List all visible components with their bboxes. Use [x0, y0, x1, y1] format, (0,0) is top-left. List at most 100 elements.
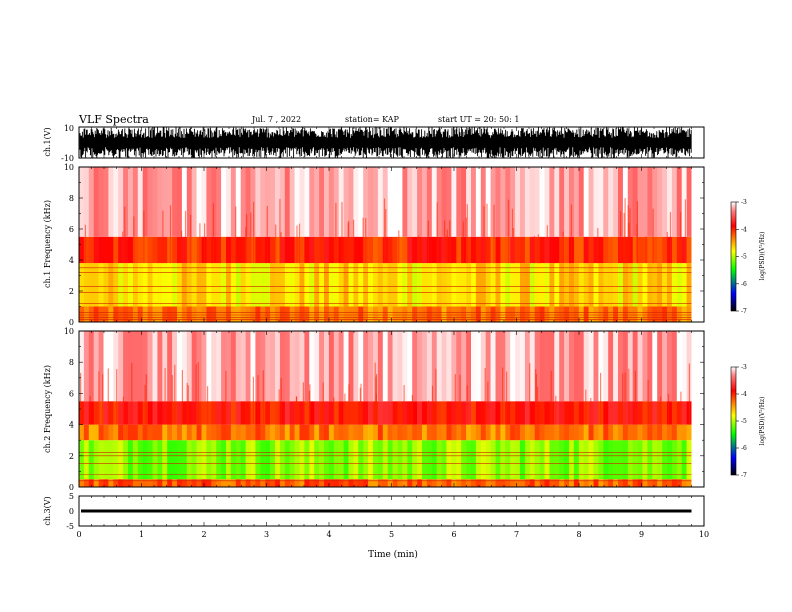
spectrogram-cell [495, 424, 501, 441]
spectrogram-cell [652, 479, 658, 487]
spectrogram-burst [360, 383, 362, 425]
spectrogram-cell [657, 424, 663, 441]
spectrogram-cell [324, 440, 330, 480]
spectrogram-cell [83, 424, 90, 441]
spectrogram-cell [613, 263, 619, 307]
spectrogram-cell [221, 236, 227, 264]
spectrogram-cell [319, 167, 325, 237]
spectrogram-cell [147, 424, 153, 441]
spectrogram-cell [402, 424, 408, 441]
spectrogram-cell [142, 263, 148, 307]
spectrogram-cell [642, 331, 648, 402]
y-tick-label: 2 [69, 452, 74, 461]
spectrogram-cell [98, 167, 104, 237]
spectrogram-cell [613, 424, 619, 441]
spectrogram-cell [338, 440, 344, 480]
spectrogram-cell [108, 401, 114, 425]
spectrogram-cell [583, 424, 589, 441]
spectrogram-cell [578, 424, 584, 441]
spectrogram-cell [328, 263, 335, 307]
spectrogram-burst [186, 382, 188, 425]
spectrogram-cell [368, 236, 374, 264]
spectrogram-cell [578, 479, 584, 487]
spectrogram-cell [431, 167, 437, 237]
spectrogram-cell [613, 440, 619, 480]
spectrogram-cell [397, 401, 403, 425]
spectrogram-cell [363, 424, 369, 441]
spectrogram-cell [466, 424, 472, 441]
spectrogram-cell [284, 263, 290, 307]
spectrogram-cell [480, 331, 486, 402]
spectrogram-cell [397, 479, 403, 487]
spectrogram-cell [426, 479, 433, 487]
spectrogram-cell [480, 424, 486, 441]
spectrogram-cell [270, 440, 276, 480]
spectrogram-cell [632, 440, 638, 480]
spectrogram-cell [569, 306, 575, 322]
spectrogram-burst [296, 225, 298, 264]
spectrogram-cell [407, 331, 413, 402]
spectrogram-burst [466, 204, 468, 264]
spectrogram-cell [549, 306, 555, 322]
spectrogram-cell [632, 331, 638, 402]
spectrogram-cell [652, 424, 658, 441]
spectrogram-cell [613, 401, 619, 425]
spectrogram-cell [515, 167, 521, 237]
spectrogram-cell [598, 236, 604, 264]
spectrogram-burst [624, 198, 626, 264]
spectrogram-cell [412, 401, 418, 425]
spectrogram-cell [79, 424, 85, 441]
spectrogram-cell [343, 306, 349, 322]
spectrogram-burst [529, 363, 531, 425]
spectrogram-cell [667, 167, 673, 237]
ch2-spectrogram-panel: 0 2 4 6 8 10 ch.2 Frequency (kHz) [43, 327, 705, 492]
spectrogram-cell [260, 440, 266, 480]
spectrogram-burst [250, 212, 252, 264]
spectrogram-burst [122, 396, 124, 425]
spectrogram-cell [172, 306, 178, 322]
spectrogram-cell [559, 331, 565, 402]
spectrogram-cell [559, 401, 565, 425]
spectrogram-cell [289, 236, 295, 264]
spectrogram-cell [480, 479, 486, 487]
spectrogram-cell [309, 401, 315, 425]
spectrogram-cell [593, 424, 599, 441]
spectrogram-cell [671, 236, 678, 264]
spectrogram-cell [123, 479, 129, 487]
spectrogram-cell [475, 401, 482, 425]
no-data-gap [691, 167, 704, 322]
spectrogram-burst [107, 368, 109, 425]
spectrogram-cell [422, 401, 428, 425]
spectrogram-cell [358, 306, 364, 322]
spectrogram-cell [167, 424, 173, 441]
spectrogram-cell [539, 236, 545, 264]
spectrogram-cell [524, 479, 531, 487]
spectrogram-cell [186, 263, 192, 307]
spectrogram-cell [265, 401, 271, 425]
spectrogram-burst [454, 374, 456, 425]
ch2-spectrogram-image [79, 331, 704, 487]
spectrogram-cell [618, 167, 624, 237]
spectrogram-cell [201, 331, 207, 402]
spectrogram-cell [686, 440, 692, 480]
spectrogram-cell [255, 424, 261, 441]
spectrogram-cell [142, 440, 148, 480]
spectrogram-cell [275, 331, 281, 402]
spectrogram-cell [485, 236, 491, 264]
spectrogram-cell [412, 306, 418, 322]
spectrogram-cell [88, 306, 94, 322]
spectrogram-cell [177, 424, 183, 441]
spectrogram-cell [529, 167, 535, 237]
spectrogram-burst [418, 235, 420, 264]
colorbar-tick-label: -5 [741, 254, 747, 261]
spectrogram-cell [206, 331, 212, 402]
spectrogram-cell [554, 479, 560, 487]
spectrogram-cell [392, 424, 398, 441]
spectrogram-cell [588, 236, 594, 264]
spectrogram-cell [240, 306, 246, 322]
spectrogram-cell [642, 167, 648, 237]
spectrogram-burst [427, 220, 429, 264]
spectrogram-cell [275, 424, 281, 441]
spectrogram-cell [88, 479, 94, 487]
spectrogram-cell [515, 263, 521, 307]
